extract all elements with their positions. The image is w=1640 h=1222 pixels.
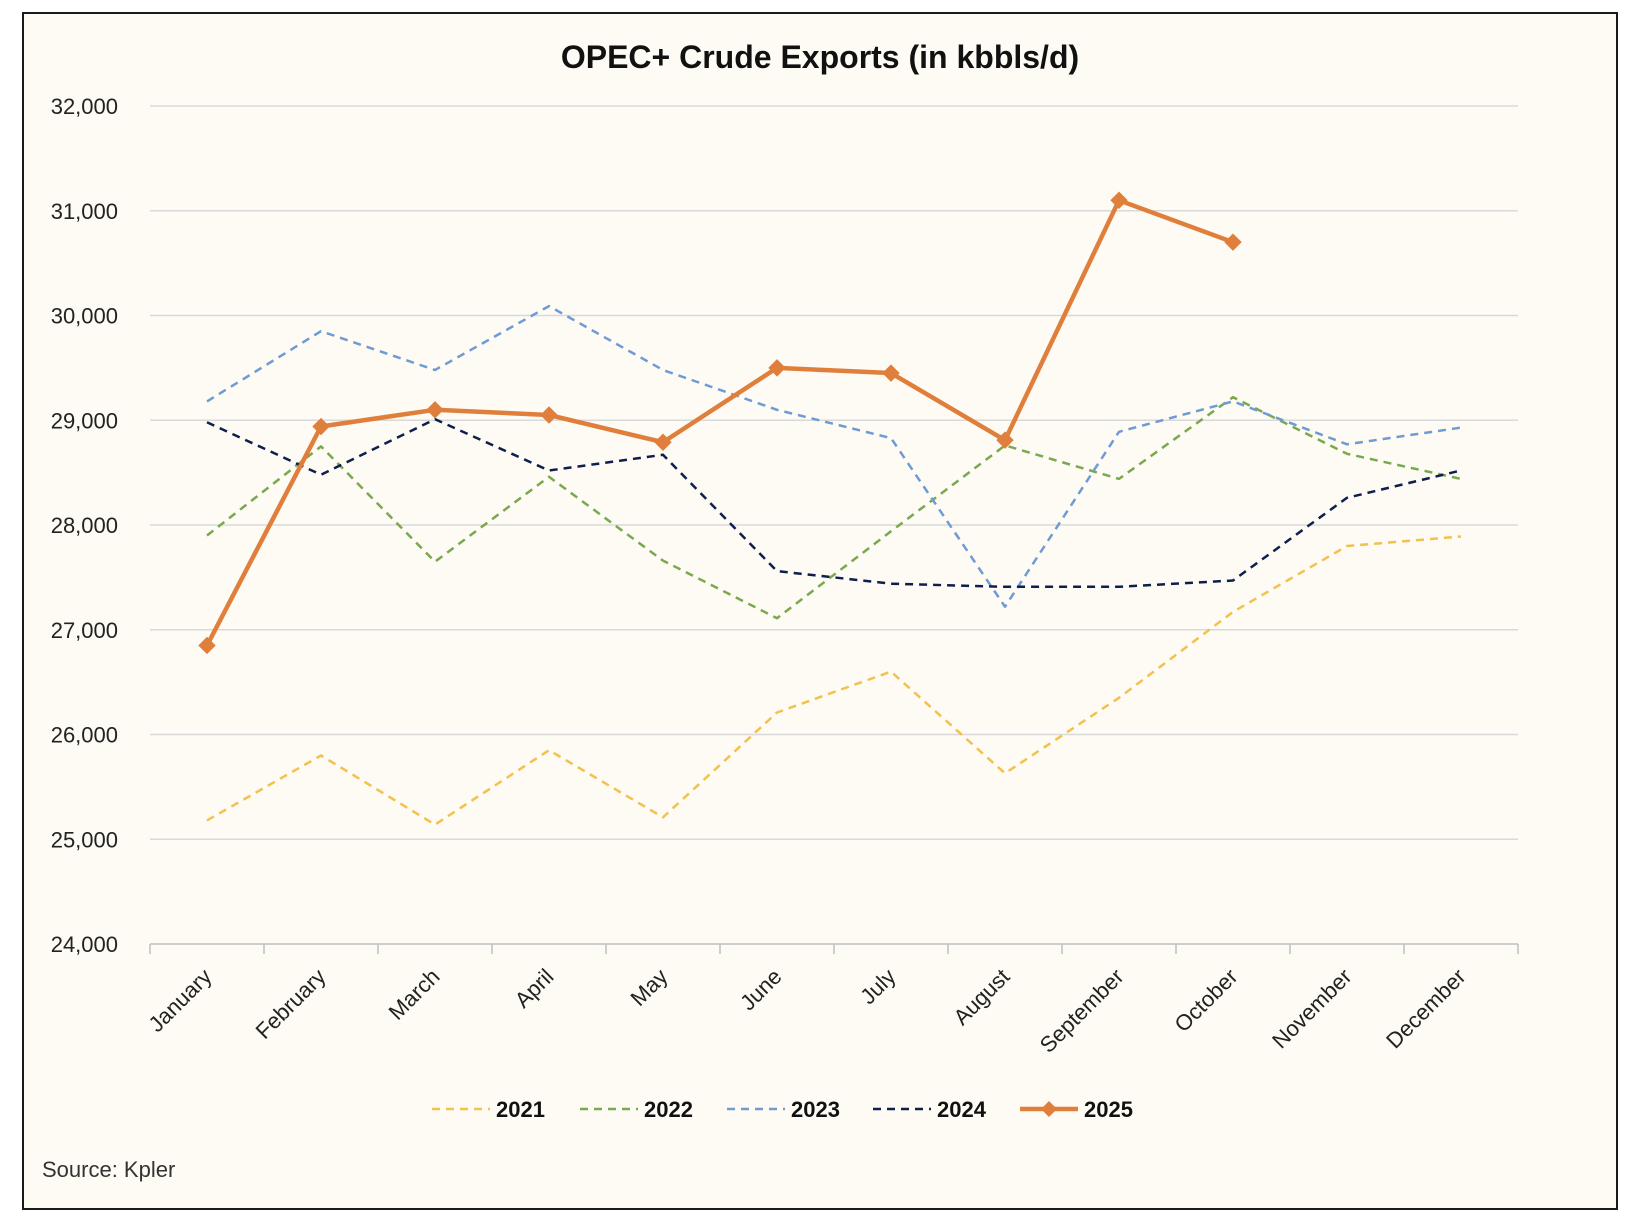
series-line-2025 (205, 198, 1234, 647)
legend-label-2024: 2024 (937, 1097, 987, 1122)
series-line-2021 (206, 535, 1462, 826)
data-point-2025 (1110, 191, 1128, 209)
data-point-2025 (312, 417, 330, 436)
chart-title: OPEC+ Crude Exports (in kbbls/d) (561, 39, 1079, 75)
y-tick-label: 26,000 (51, 723, 118, 748)
chart-frame (22, 12, 1618, 1210)
x-tick-label: October (1170, 964, 1243, 1037)
y-tick-label: 28,000 (51, 513, 118, 538)
series-line-2023 (206, 304, 1462, 608)
data-point-2025 (654, 433, 672, 451)
y-tick-label: 25,000 (51, 827, 118, 852)
x-tick-label: December (1381, 964, 1470, 1053)
legend-marker-2025 (1041, 1101, 1057, 1117)
data-point-2025 (882, 364, 900, 382)
data-point-2025 (426, 401, 444, 419)
y-tick-label: 29,000 (51, 408, 118, 433)
x-tick-label: May (625, 964, 672, 1011)
x-tick-label: March (384, 964, 445, 1025)
y-axis: 24,000 25,000 26,000 27,000 28,000 29,000 30,0… (51, 94, 118, 957)
x-tick-label: September (1035, 964, 1129, 1058)
y-tick-label: 27,000 (51, 618, 118, 643)
legend-label-2021: 2021 (496, 1097, 545, 1122)
data-point-2025 (540, 406, 558, 424)
legend-label-2025: 2025 (1084, 1097, 1133, 1122)
x-tick-label: January (144, 964, 217, 1037)
legend: 2021 2022 2023 2024 2025 (432, 1097, 1133, 1122)
series-line-2022 (206, 395, 1462, 620)
data-point-2025 (996, 431, 1014, 449)
x-tick-label: June (735, 964, 786, 1015)
data-point-2025 (198, 636, 216, 655)
series-line-2024 (206, 417, 1462, 589)
x-tick-label: April (510, 964, 559, 1013)
y-tick-label: 32,000 (51, 94, 118, 119)
y-tick-label: 24,000 (51, 932, 118, 957)
source-note: Source: Kpler (42, 1157, 175, 1182)
series-lines (198, 191, 1462, 826)
y-tick-label: 30,000 (51, 304, 118, 329)
data-point-2025 (768, 359, 786, 377)
x-tick-label: November (1267, 964, 1356, 1053)
grid-lines (150, 105, 1518, 840)
legend-label-2023: 2023 (791, 1097, 840, 1122)
x-tick-label: July (855, 964, 900, 1009)
data-point-2025 (1224, 233, 1242, 251)
x-tick-label: August (948, 964, 1014, 1030)
x-tick-label: February (251, 964, 331, 1044)
x-axis: January February March April May June July Augu… (144, 943, 1519, 1058)
y-tick-label: 31,000 (51, 199, 118, 224)
legend-label-2022: 2022 (644, 1097, 693, 1122)
